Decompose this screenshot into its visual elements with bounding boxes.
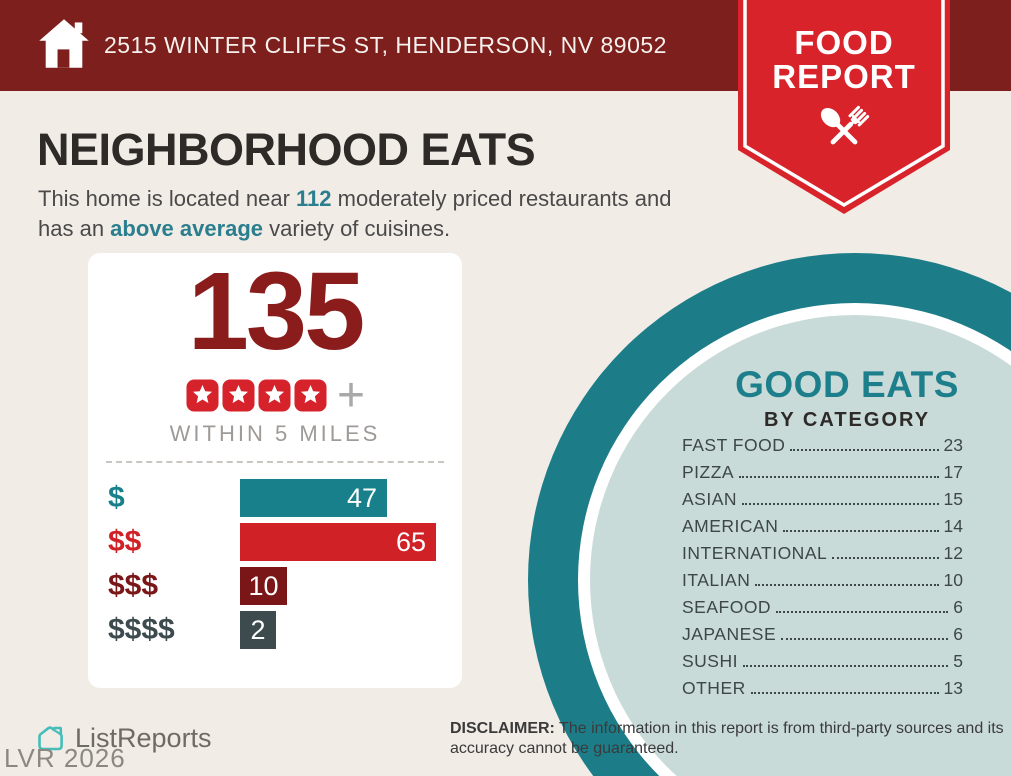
category-value: 6: [953, 624, 963, 644]
bar-label: $$: [108, 525, 142, 558]
dotted-leader: [781, 638, 949, 640]
disclaimer-text: DISCLAIMER: The information in this repo…: [450, 719, 1006, 758]
subtitle-text: variety of cuisines.: [263, 216, 451, 241]
category-row: ITALIAN 10: [682, 571, 963, 589]
subtitle-text: has an: [38, 216, 111, 241]
category-label: SUSHI: [682, 651, 738, 671]
category-label: INTERNATIONAL: [682, 543, 828, 563]
ribbon-badge-shape: [738, 0, 950, 214]
listreports-brand-text: ListReports: [75, 722, 212, 753]
dotted-leader: [776, 611, 949, 613]
subtitle-text: This home is located near: [38, 186, 297, 211]
category-row: FAST FOOD 23: [682, 436, 963, 454]
bar: 2: [240, 611, 276, 649]
page-subtitle-line: This home is located near 112 moderately…: [38, 184, 672, 214]
home-icon: [39, 19, 89, 68]
subtitle-highlight: 112: [296, 186, 332, 211]
category-row: OTHER 13: [682, 679, 963, 697]
page-subtitle-line: has an above average variety of cuisines…: [38, 214, 672, 244]
disclaimer-line2: accuracy cannot be guaranteed.: [450, 739, 679, 757]
category-row: ASIAN 15: [682, 490, 963, 508]
listreports-logo-icon: [38, 726, 63, 751]
category-value: 13: [943, 678, 963, 698]
radius-label: WITHIN 5 MILES: [169, 421, 381, 446]
dotted-leader: [742, 665, 949, 667]
category-row: SUSHI 5: [682, 652, 963, 670]
dotted-leader: [832, 557, 939, 559]
bar: 65: [240, 523, 436, 561]
category-value: 10: [943, 570, 963, 590]
subtitle-highlight: above average: [110, 216, 264, 241]
price-bar-chart: $47 $$ 65 $$$ 10 $$$$ 2: [88, 479, 462, 655]
star-icons: [185, 379, 329, 412]
watermark: LVR 2026: [4, 743, 126, 773]
restaurant-stats-card: 135 + WITHIN 5 MILES $47 $$ 65 $$$ 10 $$$$ 2: [88, 253, 462, 688]
good-eats-subtitle: BY CATEGORY: [763, 409, 931, 431]
category-row: SEAFOOD 6: [682, 598, 963, 616]
category-label: ASIAN: [682, 489, 738, 509]
listreports-logo: ListReports: [33, 721, 212, 755]
category-value: 6: [953, 597, 963, 617]
dotted-leader: [790, 449, 939, 451]
bar-label: $$$: [108, 569, 159, 602]
category-label: ITALIAN: [682, 570, 751, 590]
category-row: PIZZA 17: [682, 463, 963, 481]
star-icon: [186, 379, 219, 412]
bar: 47: [240, 479, 387, 517]
ribbon-title-line1: FOOD: [794, 24, 894, 61]
bar-label: $: [108, 481, 125, 514]
good-eats-header: GOOD EATS BY CATEGORY: [687, 364, 1007, 432]
page-subtitle: This home is located near 112 moderately…: [38, 184, 672, 244]
category-value: 15: [943, 489, 963, 509]
dotted-leader: [739, 476, 939, 478]
restaurant-count: 135: [187, 250, 366, 373]
star-icon: [258, 379, 291, 412]
category-label: PIZZA: [682, 462, 735, 482]
category-value: 12: [943, 543, 963, 563]
page-title: NEIGHBORHOOD EATS: [37, 124, 536, 175]
category-value: 23: [943, 435, 963, 455]
spoon-fork-icon: [820, 105, 870, 145]
bar-label: $$$$: [108, 613, 175, 646]
bar: 10: [240, 567, 287, 605]
category-value: 17: [943, 462, 963, 482]
disclaimer-body: The information in this report is from t…: [554, 720, 1004, 737]
category-label: SEAFOOD: [682, 597, 772, 617]
bar-row: $$$$ 2: [88, 611, 462, 649]
star-icon: [222, 379, 255, 412]
subtitle-text: moderately priced restaurants and: [331, 186, 672, 211]
category-value: 14: [943, 516, 963, 536]
category-row: AMERICAN 14: [682, 517, 963, 535]
star-icon: [294, 379, 327, 412]
food-report-ribbon: FOOD REPORT: [738, 0, 950, 216]
bar-row: $$ 65: [88, 523, 462, 561]
star-rating: +: [88, 368, 462, 422]
category-value: 5: [953, 651, 963, 671]
plus-icon: +: [336, 368, 366, 422]
dashed-divider: [106, 461, 444, 463]
bar-row: $47: [88, 479, 462, 517]
category-row: JAPANESE 6: [682, 625, 963, 643]
dotted-leader: [742, 503, 939, 505]
dotted-leader: [783, 530, 939, 532]
dotted-leader: [755, 584, 939, 586]
category-label: FAST FOOD: [682, 435, 786, 455]
property-address: 2515 WINTER CLIFFS ST, HENDERSON, NV 890…: [104, 32, 667, 58]
category-label: OTHER: [682, 678, 746, 698]
category-label: AMERICAN: [682, 516, 779, 536]
category-label: JAPANESE: [682, 624, 777, 644]
disclaimer-label: DISCLAIMER:: [450, 720, 555, 737]
bar-row: $$$ 10: [88, 567, 462, 605]
category-list: FAST FOOD 23 PIZZA 17 ASIAN 15 AMERICAN 14 INTER…: [682, 436, 963, 706]
dotted-leader: [750, 692, 939, 694]
good-eats-title: GOOD EATS: [735, 364, 959, 405]
category-row: INTERNATIONAL 12: [682, 544, 963, 562]
ribbon-title-line2: REPORT: [772, 58, 916, 95]
disclaimer-line1: DISCLAIMER: The information in this repo…: [450, 719, 1006, 739]
